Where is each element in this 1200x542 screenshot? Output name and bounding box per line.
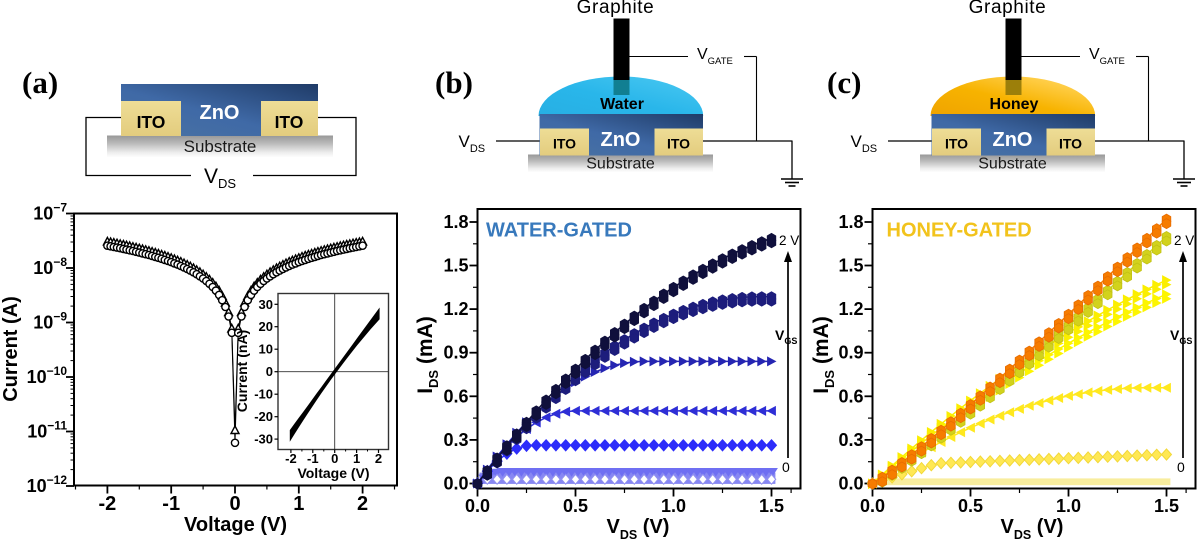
svg-text:0.5: 0.5 — [958, 496, 983, 516]
svg-text:1.0: 1.0 — [661, 496, 686, 516]
svg-text:0.9: 0.9 — [838, 343, 863, 363]
svg-text:ITO: ITO — [553, 136, 576, 152]
svg-text:(a): (a) — [22, 65, 58, 100]
svg-text:-20: -20 — [254, 409, 273, 424]
svg-text:1.5: 1.5 — [759, 496, 784, 516]
svg-text:1.0: 1.0 — [1056, 496, 1081, 516]
svg-text:-30: -30 — [254, 432, 273, 447]
svg-text:2 V: 2 V — [1174, 233, 1194, 248]
svg-text:ITO: ITO — [275, 112, 304, 132]
svg-text:0: 0 — [782, 459, 790, 475]
svg-text:-10: -10 — [254, 387, 273, 402]
svg-text:0: 0 — [266, 364, 273, 379]
svg-text:Voltage (V): Voltage (V) — [184, 514, 287, 536]
svg-text:1.2: 1.2 — [838, 299, 863, 319]
svg-text:0: 0 — [229, 493, 240, 515]
svg-text:(b): (b) — [435, 65, 473, 100]
svg-text:0.3: 0.3 — [443, 430, 468, 450]
svg-text:ITO: ITO — [137, 112, 166, 132]
svg-text:0.6: 0.6 — [443, 386, 468, 406]
svg-text:-1: -1 — [307, 451, 319, 466]
svg-text:Graphite: Graphite — [577, 0, 655, 18]
svg-text:2: 2 — [375, 451, 382, 466]
svg-text:-2: -2 — [285, 451, 297, 466]
svg-text:ITO: ITO — [945, 136, 968, 152]
svg-text:0.5: 0.5 — [563, 496, 588, 516]
svg-text:20: 20 — [259, 319, 273, 334]
svg-text:VDS (V): VDS (V) — [607, 516, 670, 542]
svg-text:ITO: ITO — [1059, 136, 1082, 152]
svg-text:30: 30 — [259, 297, 273, 312]
svg-text:WATER-GATED: WATER-GATED — [486, 220, 632, 242]
svg-text:0.0: 0.0 — [860, 496, 885, 516]
svg-text:ZnO: ZnO — [200, 102, 240, 124]
svg-text:1: 1 — [353, 451, 360, 466]
svg-text:Voltage (V): Voltage (V) — [297, 465, 369, 481]
svg-text:2 V: 2 V — [779, 233, 799, 248]
svg-text:-1: -1 — [162, 493, 180, 515]
svg-text:1.5: 1.5 — [1154, 496, 1179, 516]
svg-text:ZnO: ZnO — [601, 129, 641, 151]
svg-text:0.3: 0.3 — [838, 430, 863, 450]
svg-text:Current (nA): Current (nA) — [234, 330, 250, 412]
svg-text:0: 0 — [1177, 459, 1185, 475]
svg-text:HONEY-GATED: HONEY-GATED — [887, 220, 1032, 242]
svg-text:-2: -2 — [99, 493, 117, 515]
svg-text:0.0: 0.0 — [443, 474, 468, 494]
svg-text:0: 0 — [331, 451, 338, 466]
svg-text:Graphite: Graphite — [969, 0, 1047, 18]
svg-text:0.0: 0.0 — [838, 474, 863, 494]
svg-text:1.2: 1.2 — [443, 299, 468, 319]
svg-text:ITO: ITO — [667, 136, 690, 152]
svg-text:ZnO: ZnO — [993, 129, 1033, 151]
svg-text:2: 2 — [357, 493, 368, 515]
svg-text:1.5: 1.5 — [443, 256, 468, 276]
svg-text:0.6: 0.6 — [838, 386, 863, 406]
svg-text:VDS (V): VDS (V) — [1001, 516, 1064, 542]
svg-text:1.8: 1.8 — [838, 212, 863, 232]
svg-text:IDS (mA): IDS (mA) — [810, 316, 837, 394]
svg-text:Substrate: Substrate — [184, 137, 257, 156]
svg-text:0.9: 0.9 — [443, 343, 468, 363]
svg-text:1.8: 1.8 — [443, 212, 468, 232]
svg-text:1.5: 1.5 — [838, 256, 863, 276]
svg-text:Water: Water — [600, 96, 644, 113]
svg-text:10: 10 — [259, 342, 273, 357]
svg-text:Honey: Honey — [990, 96, 1039, 113]
svg-text:(c): (c) — [827, 65, 861, 100]
svg-text:0.0: 0.0 — [465, 496, 490, 516]
svg-text:Substrate: Substrate — [586, 156, 655, 173]
svg-text:Current (A): Current (A) — [0, 296, 22, 402]
svg-text:Substrate: Substrate — [978, 156, 1047, 173]
svg-text:1: 1 — [293, 493, 304, 515]
